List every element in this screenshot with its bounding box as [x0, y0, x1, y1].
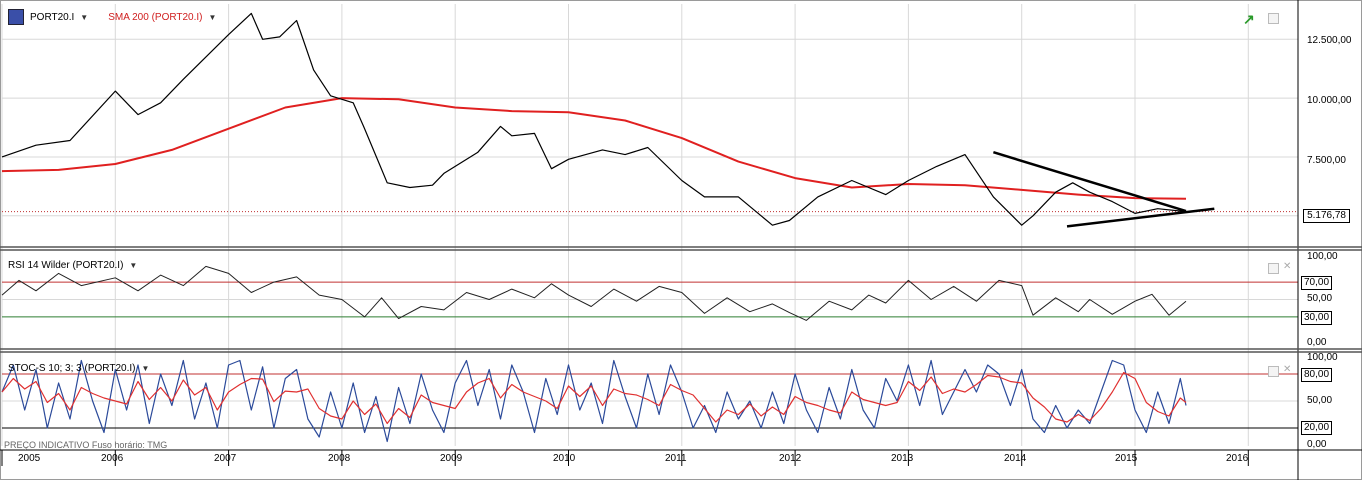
price-legend: PORT20.I ▼ SMA 200 (PORT20.I) ▼ [8, 9, 216, 25]
last-value-tag: 5.176,78 [1303, 209, 1350, 223]
stoch-d-line [1, 371, 1187, 425]
instrument-symbol[interactable]: PORT20.I [30, 11, 75, 23]
rsi-maximize-icon[interactable] [1268, 263, 1279, 274]
x-tick: 2013 [891, 453, 914, 464]
x-tick: 2006 [101, 453, 124, 464]
stoch-y-tick: 0,00 [1307, 439, 1327, 450]
stoch-legend: STOC-S 10; 3; 3 (PORT20.I) ▼ [8, 363, 149, 374]
x-tick: 2007 [214, 453, 237, 464]
maximize-icon[interactable] [1268, 13, 1279, 24]
x-tick: 2014 [1004, 453, 1027, 464]
grid-layer [1, 4, 1298, 446]
chevron-down-icon[interactable]: ▼ [129, 261, 138, 270]
x-tick: 2011 [665, 453, 687, 464]
stoch-y-tick: 20,00 [1301, 421, 1333, 435]
stoch-maximize-icon[interactable] [1268, 366, 1279, 377]
rsi-close-icon[interactable]: ✕ [1283, 261, 1292, 272]
rsi-y-tick: 100,00 [1307, 251, 1338, 262]
x-tick: 2012 [779, 453, 802, 464]
x-tick: 2009 [440, 453, 463, 464]
x-tick: 2010 [553, 453, 576, 464]
x-tick: 2015 [1115, 453, 1138, 464]
trend-icon[interactable]: ↗ [1243, 11, 1255, 27]
rsi-y-tick: 70,00 [1301, 276, 1333, 290]
stoch-y-tick: 80,00 [1301, 368, 1333, 382]
series-layer [1, 12, 1215, 443]
rsi-y-tick: 0,00 [1307, 337, 1327, 348]
trendline-upper [993, 151, 1187, 213]
stoch-close-icon[interactable]: ✕ [1283, 364, 1292, 375]
sma-indicator-label[interactable]: SMA 200 (PORT20.I) [108, 11, 203, 23]
rsi-legend: RSI 14 Wilder (PORT20.I) ▼ [8, 260, 137, 271]
price-y-tick: 12.500,00 [1307, 35, 1352, 46]
rsi-line [1, 265, 1187, 321]
rsi-title[interactable]: RSI 14 Wilder (PORT20.I) [8, 260, 124, 271]
rsi-y-tick: 50,00 [1307, 293, 1333, 304]
chevron-down-icon[interactable]: ▼ [141, 364, 150, 373]
stoch-title[interactable]: STOC-S 10; 3; 3 (PORT20.I) [8, 363, 136, 374]
rsi-y-tick: 30,00 [1301, 311, 1333, 325]
chevron-down-icon[interactable]: ▼ [208, 12, 217, 22]
price-y-tick: 7.500,00 [1307, 155, 1346, 166]
stoch-y-tick: 50,00 [1307, 395, 1333, 406]
stoch-k-line [1, 359, 1187, 443]
price-y-tick: 10.000,00 [1307, 95, 1352, 106]
x-tick: 2016 [1226, 453, 1249, 464]
x-tick: 2005 [18, 453, 41, 464]
instrument-icon[interactable] [8, 9, 24, 25]
price-line [1, 12, 1187, 226]
x-tick: 2008 [328, 453, 351, 464]
stoch-y-tick: 100,00 [1307, 352, 1338, 363]
footer-note: PREÇO INDICATIVO Fuso horário: TMG [4, 440, 168, 450]
sma-200-line [1, 97, 1187, 200]
trendline-lower [1066, 207, 1215, 228]
chevron-down-icon[interactable]: ▼ [80, 12, 89, 22]
